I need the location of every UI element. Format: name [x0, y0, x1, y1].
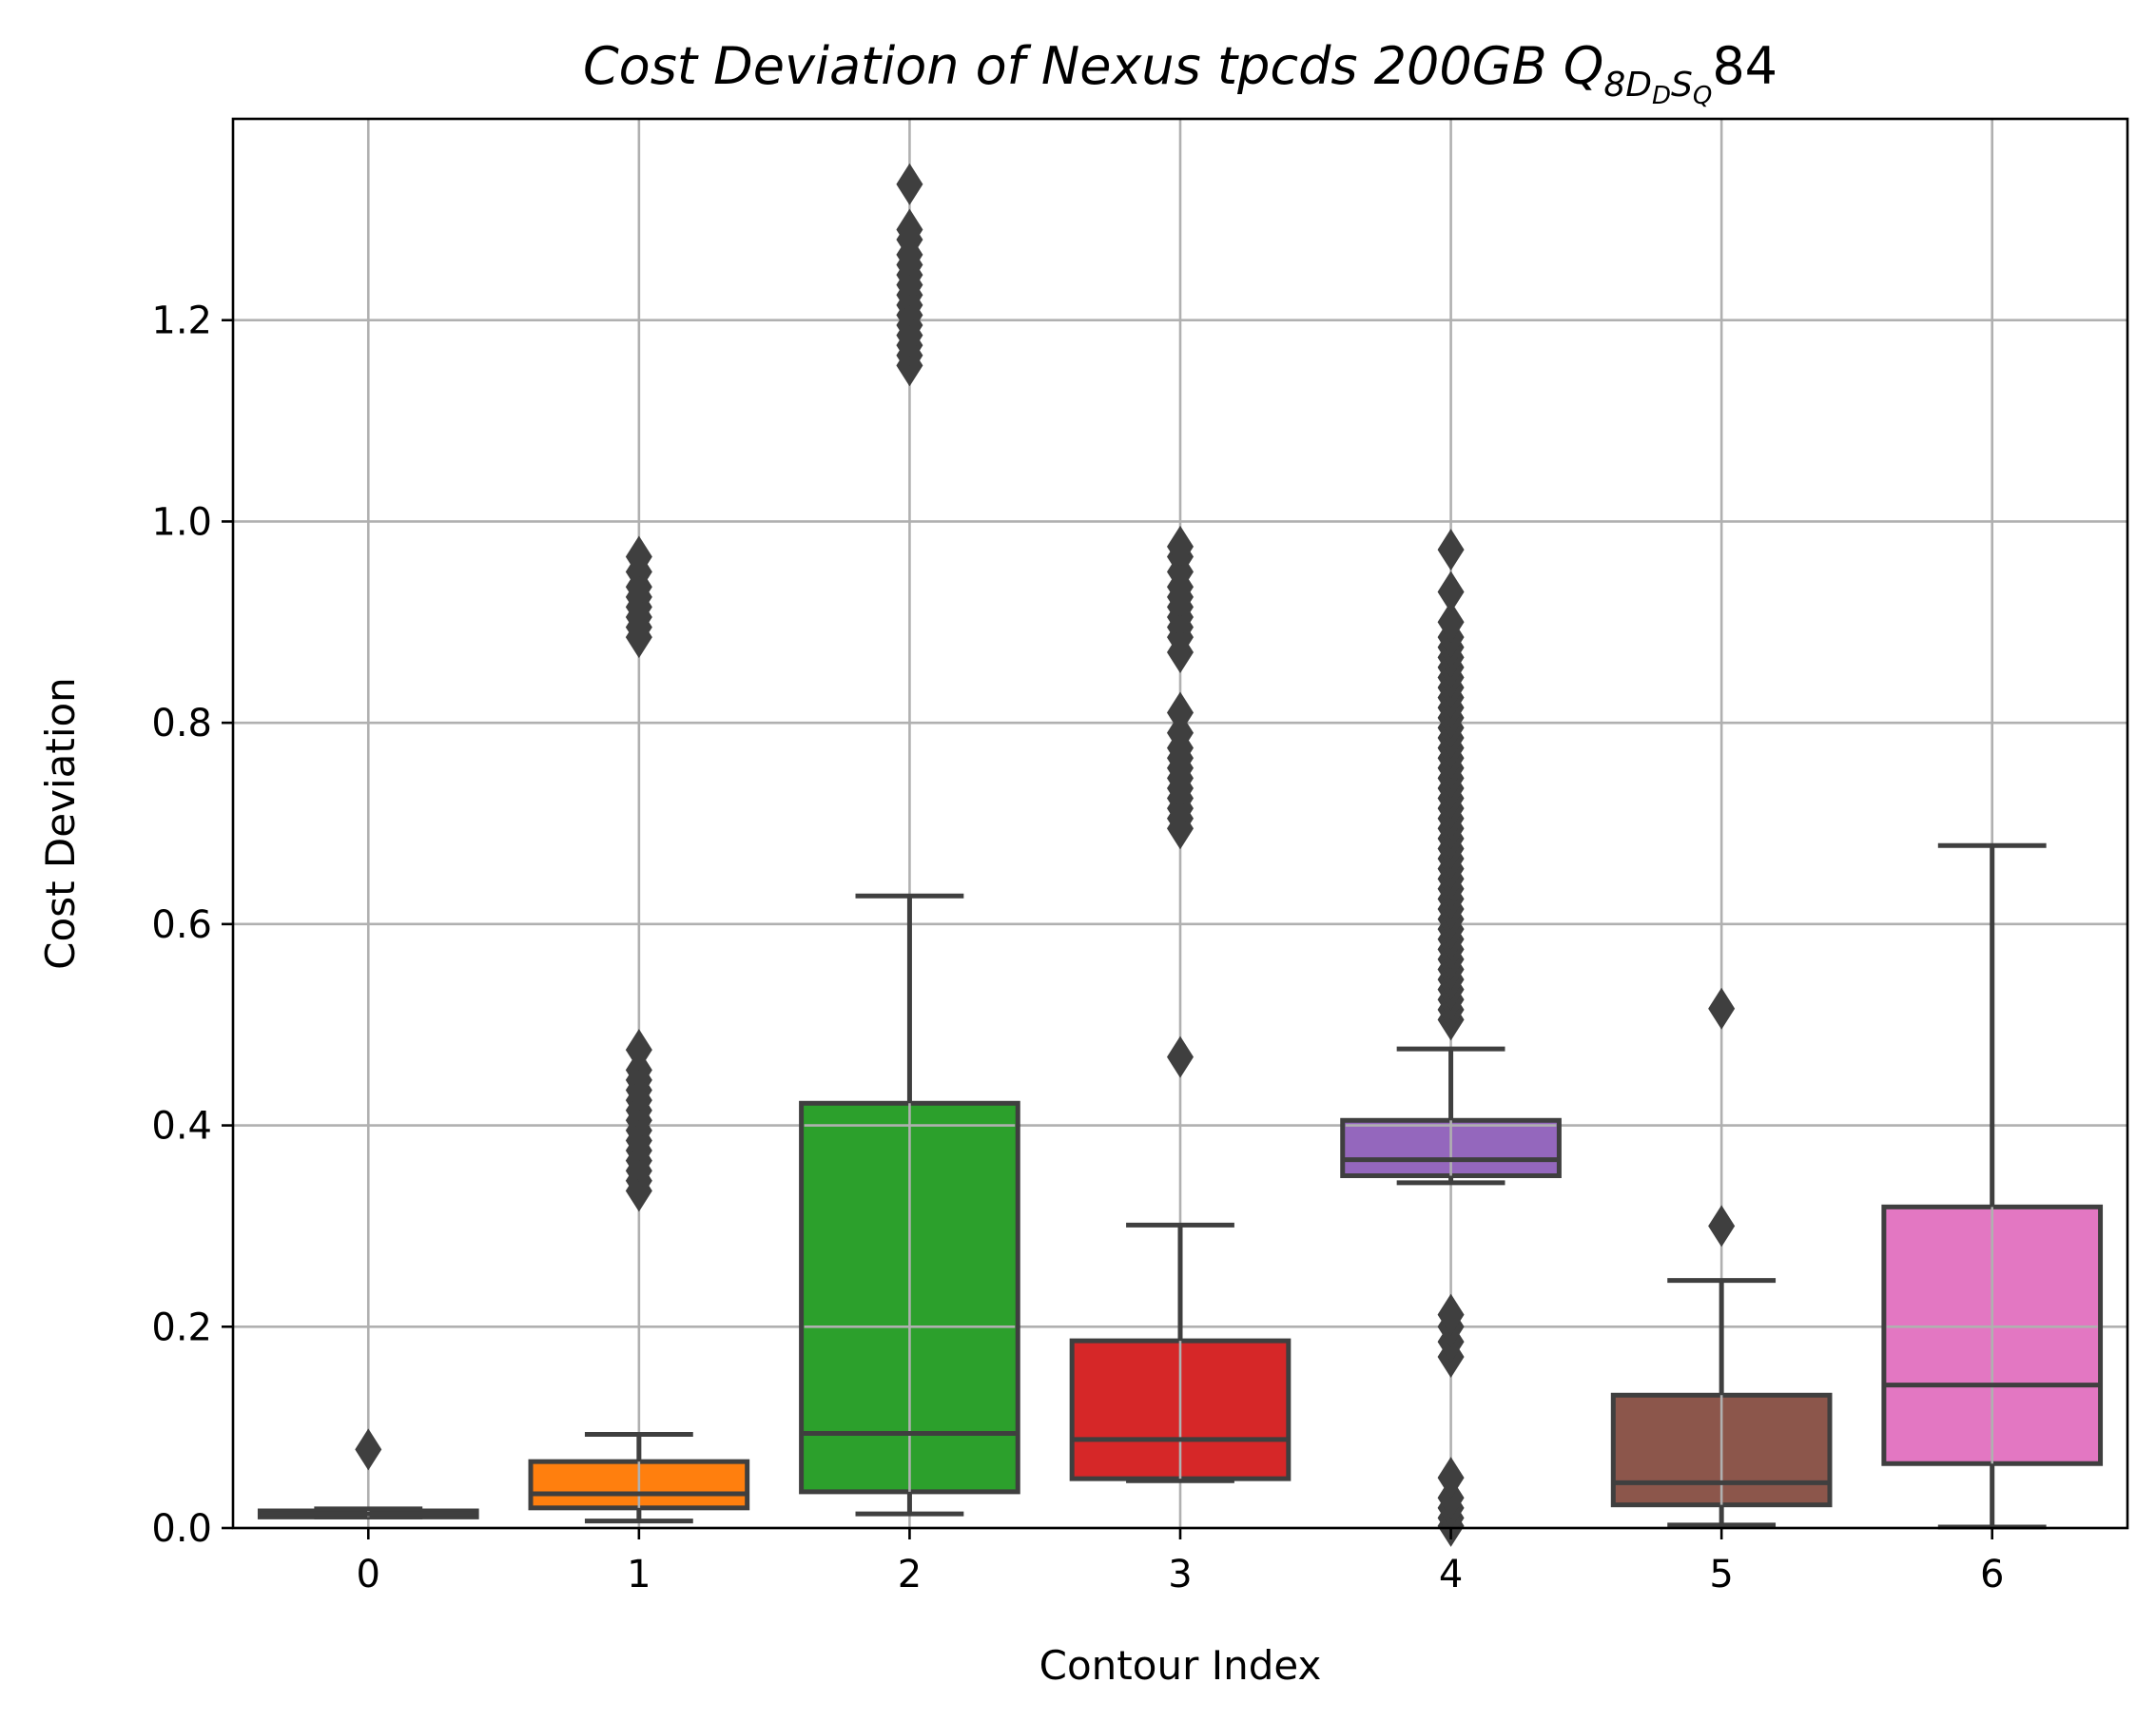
title-subsub-q: Q [1693, 82, 1712, 110]
y-tick-label: 0.0 [151, 1507, 212, 1551]
chart-title: Cost Deviation of Nexus tpcds 200GB Q8DD… [583, 36, 1777, 110]
outlier-point [355, 1428, 382, 1471]
y-tick-label: 1.0 [151, 500, 212, 544]
box-group-4 [1340, 1046, 1562, 1186]
box-group-0 [257, 1506, 479, 1519]
x-axis-label: Contour Index [1039, 1642, 1322, 1689]
box-group-3 [1069, 1222, 1292, 1483]
outlier-point [1167, 691, 1194, 734]
box-group-1 [528, 1432, 750, 1524]
title-sub-d: D [1625, 66, 1652, 105]
outlier-point [1437, 1293, 1465, 1336]
title-suffix: 84 [1712, 36, 1777, 96]
y-axis-ticks: 0.0 0.2 0.4 0.6 0.8 1.0 1.2 [151, 300, 233, 1551]
box-series [257, 842, 2104, 1530]
y-tick-label: 0.4 [151, 1105, 212, 1149]
outlier-point [1167, 1035, 1194, 1078]
outlier-point [1167, 525, 1194, 568]
title-subsub-d: D [1652, 82, 1671, 110]
x-axis-ticks: 0 1 2 3 4 5 6 [357, 1528, 2004, 1596]
title-sub-8: 8 [1603, 66, 1625, 105]
y-tick-label: 1.2 [151, 300, 212, 343]
x-tick-label: 0 [357, 1553, 380, 1596]
outlier-point [1437, 1457, 1465, 1499]
y-axis-label: Cost Deviation [37, 677, 84, 970]
x-tick-label: 1 [627, 1553, 651, 1596]
y-tick-label: 0.2 [151, 1306, 212, 1349]
box-group-6 [1881, 842, 2104, 1530]
x-tick-label: 2 [898, 1553, 922, 1596]
x-tick-label: 4 [1439, 1553, 1463, 1596]
x-tick-label: 3 [1168, 1553, 1192, 1596]
title-main: Cost Deviation of Nexus tpcds 200GB [583, 36, 1564, 96]
outlier-points [355, 163, 1736, 1547]
title-q: Q [1564, 36, 1604, 96]
box-group-2 [799, 893, 1020, 1517]
outlier-point [896, 208, 923, 251]
outlier-point [1708, 987, 1736, 1030]
y-tick-label: 0.8 [151, 702, 212, 745]
outlier-point [1437, 601, 1465, 644]
outlier-point [1437, 529, 1465, 571]
outlier-point [1437, 571, 1465, 613]
outlier-point [625, 1029, 652, 1072]
x-tick-label: 5 [1709, 1553, 1733, 1596]
outlier-point [896, 163, 923, 205]
x-tick-label: 6 [1980, 1553, 2004, 1596]
outlier-point [1708, 1205, 1736, 1248]
box-group-5 [1610, 1278, 1833, 1528]
outlier-point [625, 535, 652, 578]
y-tick-label: 0.6 [151, 903, 212, 947]
title-sub-s: S [1671, 66, 1693, 105]
